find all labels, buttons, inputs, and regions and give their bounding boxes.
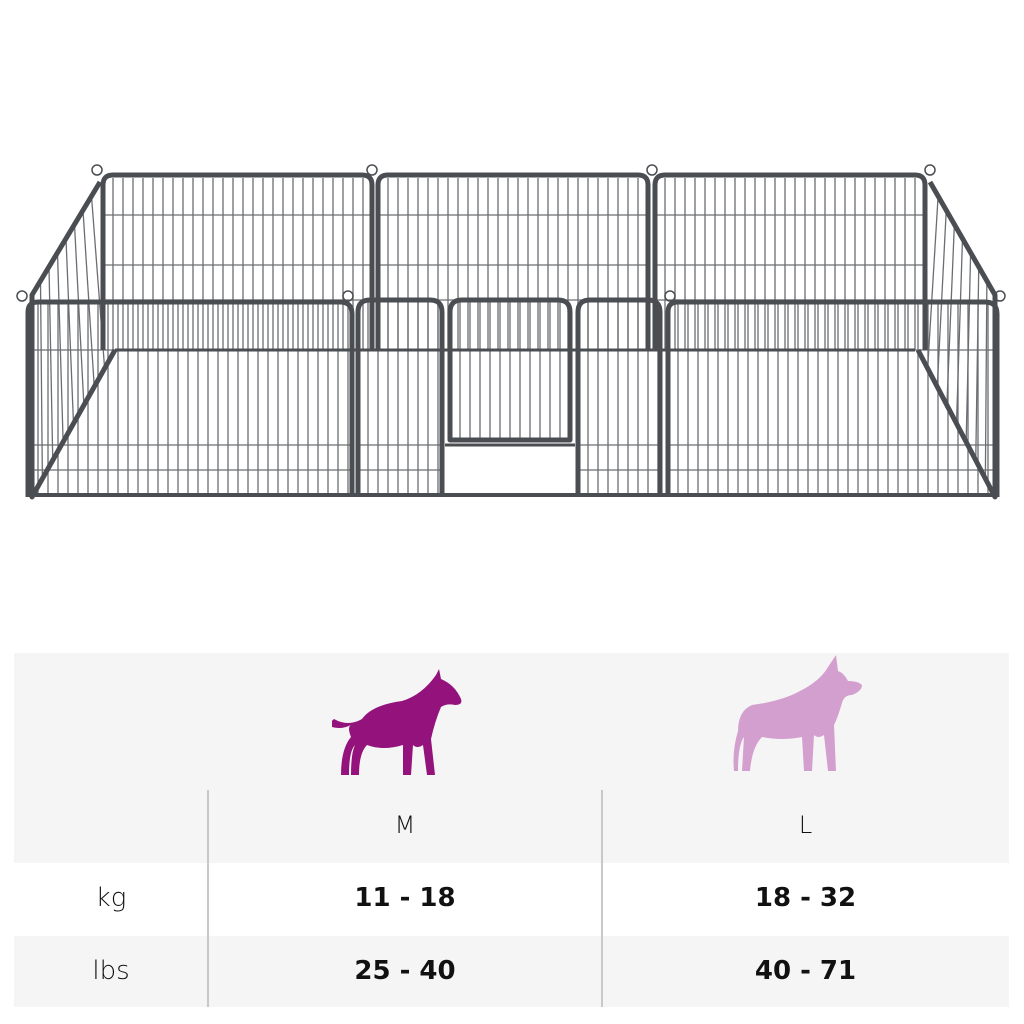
size-label-l: L	[798, 811, 813, 839]
pen-frame	[16, 164, 1006, 500]
dog-playpen-image	[16, 164, 1006, 500]
unit-label: kg	[95, 883, 127, 913]
large-dog-icon	[733, 655, 862, 771]
value-l-lbs: 40 - 71	[754, 956, 857, 986]
size-header-row: M L	[14, 653, 1009, 863]
pen-wire-bars	[28, 178, 997, 495]
size-table: M L kg 11 - 18 18 - 32 lbs 25 - 40 40 - …	[14, 653, 1009, 1007]
unit-label: lbs	[92, 956, 130, 986]
table-row-lbs: lbs 25 - 40 40 - 71	[14, 936, 1009, 1007]
table-row-kg: kg 11 - 18 18 - 32	[14, 863, 1009, 936]
value-m-lbs: 25 - 40	[354, 956, 456, 986]
medium-dog-icon	[332, 669, 462, 775]
column-divider	[207, 790, 209, 1007]
column-divider	[601, 790, 603, 1007]
value-l-kg: 18 - 32	[754, 883, 857, 913]
value-m-kg: 11 - 18	[354, 883, 456, 913]
size-label-m: M	[394, 811, 416, 839]
